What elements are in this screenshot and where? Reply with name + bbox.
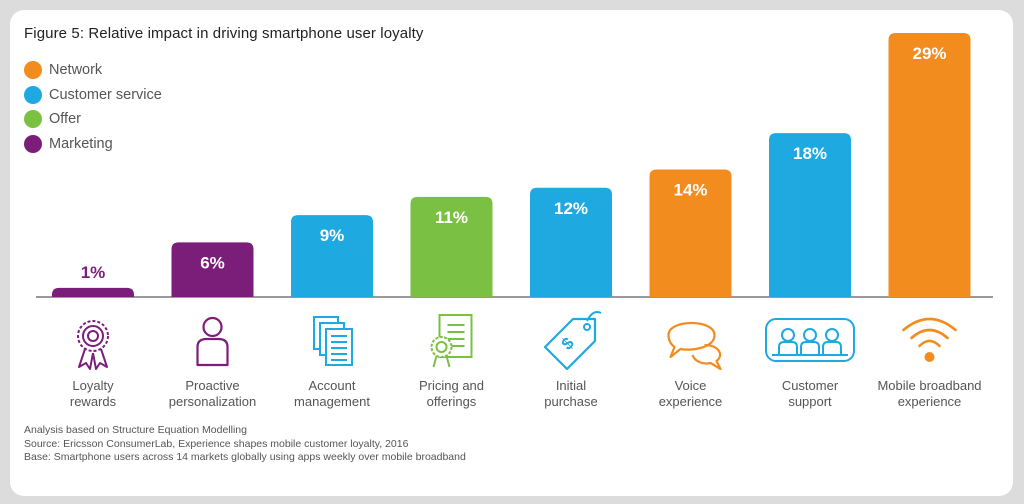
legend-label: Network bbox=[49, 62, 103, 79]
legend-label: Marketing bbox=[49, 135, 113, 152]
bar bbox=[52, 287, 134, 297]
footnote-method: Analysis based on Structure Equation Mod… bbox=[24, 424, 247, 436]
legend-item-customer-service: Customer service bbox=[24, 83, 162, 108]
category-label: Initial purchase bbox=[544, 378, 597, 409]
footnotes: Analysis based on Structure Equation Mod… bbox=[24, 424, 466, 465]
category-label: Customer support bbox=[782, 378, 839, 409]
legend-item-offer: Offer bbox=[24, 107, 162, 132]
bar-value-label: 1% bbox=[81, 263, 106, 282]
group-icon bbox=[765, 318, 855, 362]
bar bbox=[171, 242, 254, 297]
documents-icon bbox=[313, 316, 353, 366]
bar-value-label: 11% bbox=[435, 208, 468, 227]
category-label: Voice experience bbox=[659, 378, 723, 409]
bar bbox=[769, 133, 851, 297]
chart-title: Figure 5: Relative impact in driving sma… bbox=[24, 25, 424, 42]
wifi-signal-icon bbox=[902, 317, 957, 362]
legend-label: Customer service bbox=[49, 86, 162, 103]
legend-item-network: Network bbox=[24, 58, 162, 83]
footnote-base: Base: Smartphone users across 14 markets… bbox=[24, 451, 466, 463]
bar-value-label: 12% bbox=[554, 199, 588, 218]
category-label: Loyalty rewards bbox=[70, 378, 117, 409]
svg-text:$: $ bbox=[558, 333, 579, 354]
bar-value-label: 18% bbox=[793, 144, 827, 163]
bar-value-label: 14% bbox=[673, 181, 707, 200]
legend-swatch-marketing bbox=[24, 134, 42, 153]
bar bbox=[530, 187, 612, 297]
bar-value-label: 29% bbox=[912, 44, 946, 63]
bar bbox=[410, 196, 493, 297]
bar bbox=[649, 169, 732, 297]
rosette-icon bbox=[77, 320, 109, 370]
certificate-icon bbox=[430, 314, 473, 368]
legend-item-marketing: Marketing bbox=[24, 132, 162, 157]
legend-swatch-offer bbox=[24, 110, 42, 129]
category-label: Pricing and offerings bbox=[419, 378, 484, 409]
price-tag-icon: $ bbox=[543, 311, 602, 371]
bar bbox=[291, 215, 373, 297]
legend-swatch-network bbox=[24, 61, 42, 80]
bar bbox=[888, 33, 971, 297]
category-label: Account management bbox=[294, 378, 370, 409]
category-label: Mobile broadband experience bbox=[877, 378, 981, 409]
legend-label: Offer bbox=[49, 111, 81, 128]
legend: Network Customer service Offer Marketing bbox=[24, 58, 162, 156]
bar-value-label: 9% bbox=[320, 226, 345, 245]
legend-swatch-customer-service bbox=[24, 85, 42, 104]
footnote-source: Source: Ericsson ConsumerLab, Experience… bbox=[24, 437, 409, 450]
bar-value-label: 6% bbox=[200, 253, 225, 272]
speech-bubbles-icon bbox=[667, 322, 722, 371]
category-label: Proactive personalization bbox=[169, 378, 256, 409]
person-icon bbox=[196, 316, 229, 367]
